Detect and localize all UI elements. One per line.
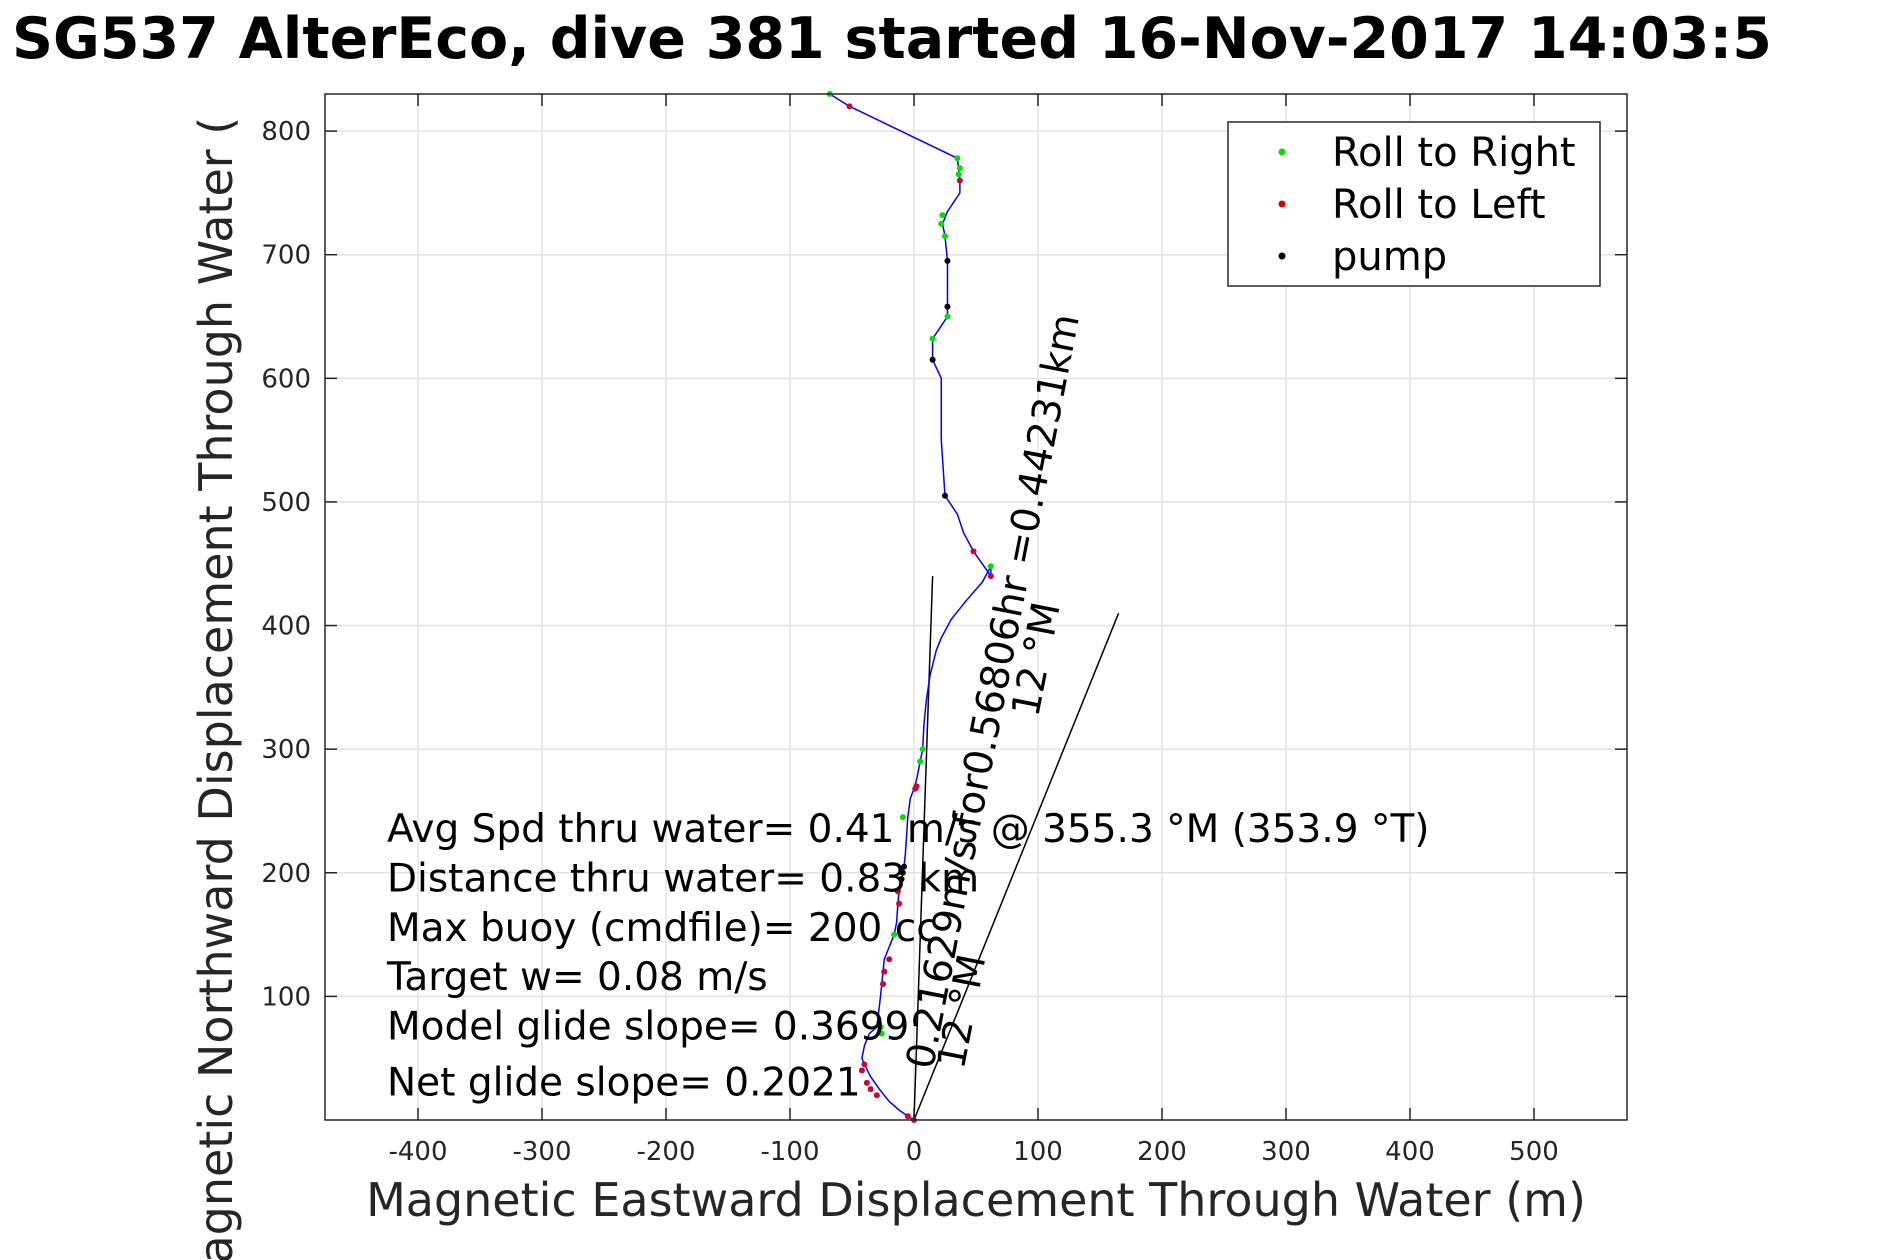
stats-annotation: Net glide slope= 0.2021 [387, 1060, 861, 1105]
stats-annotation: Avg Spd thru water= 0.41 m/s @ 355.3 °M … [387, 807, 1430, 852]
plot-frame [324, 93, 1628, 1121]
legend-marker [1278, 148, 1286, 156]
roll-to-right-point [917, 758, 924, 765]
y-tick-label: 200 [261, 859, 311, 889]
x-tick-label: 300 [1261, 1137, 1311, 1167]
y-tick-label: 500 [261, 488, 311, 518]
roll-to-right-point [955, 171, 962, 178]
legend: Roll to Right Roll to Left pump [1227, 121, 1601, 287]
pump-point [929, 356, 936, 363]
track-line [829, 93, 992, 1121]
legend-marker [1278, 200, 1286, 208]
legend-entry: pump [1332, 234, 1447, 280]
roll-to-left-point [881, 968, 888, 975]
stats-annotation: Distance thru water= 0.83 km [387, 856, 979, 901]
pump-point [901, 863, 908, 870]
roll-to-left-point [956, 177, 963, 184]
x-tick-label: 200 [1137, 1137, 1187, 1167]
roll-to-left-point [970, 548, 977, 555]
roll-to-left-point [913, 783, 920, 790]
roll-to-right-point [956, 165, 963, 172]
rotated-annotation: 0.21629m/s for0.56806hr =0.44231km [898, 310, 1089, 1072]
reference-line [913, 612, 1120, 1121]
legend-entry: Roll to Right [1332, 130, 1576, 176]
roll-to-left-point [896, 900, 903, 907]
y-tick-label: 700 [261, 241, 311, 271]
dive-track [829, 93, 992, 1121]
pump-point [899, 869, 906, 876]
chart-title: SG537 AlterEco, dive 381 started 16-Nov-… [12, 6, 1772, 72]
y-tick-label: 400 [261, 612, 311, 642]
roll-to-left-point [846, 103, 853, 110]
roll-to-left-point [880, 981, 886, 988]
roll-to-right-point [899, 814, 906, 821]
roll-to-left-point [867, 1086, 874, 1093]
roll-to-right-point [878, 1030, 885, 1037]
roll-to-right-point [944, 313, 951, 320]
roll-to-left-point [904, 1113, 911, 1120]
y-axis-label: Magnetic Northward Displacement Through … [189, 117, 243, 1260]
y-tick-label: 800 [261, 117, 311, 147]
roll-to-right-point [919, 746, 926, 753]
reference-lines [913, 576, 1120, 1121]
roll-to-right-point [938, 220, 945, 227]
roll-to-left-point [987, 573, 994, 580]
pump-point [944, 303, 951, 310]
roll-to-right-point [929, 335, 936, 342]
stats-annotation: Target w= 0.08 m/s [386, 955, 768, 1000]
x-axis-label: Magnetic Eastward Displacement Through W… [366, 1173, 1586, 1227]
x-tick-label: -100 [760, 1137, 819, 1167]
x-tick-label: 400 [1385, 1137, 1435, 1167]
x-tick-label: -300 [512, 1137, 571, 1167]
roll-to-right-point [939, 212, 946, 219]
legend-entry: Roll to Left [1332, 182, 1546, 228]
roll-to-right-point [877, 1024, 884, 1031]
stats-annotation: Model glide slope= 0.3699 [387, 1005, 909, 1050]
roll-to-left-point [861, 1061, 868, 1068]
roll-to-right-point [942, 233, 948, 240]
x-tick-label: 500 [1509, 1137, 1559, 1167]
roll-to-left-point [886, 956, 893, 963]
roll-to-left-point [858, 1067, 865, 1074]
y-tick-label: 300 [261, 735, 311, 765]
pump-point [942, 492, 948, 499]
legend-marker [1278, 252, 1286, 260]
roll-to-left-point [894, 888, 901, 895]
stats-annotation: Max buoy (cmdfile)= 200 cc [387, 906, 938, 951]
pump-point [944, 257, 951, 264]
roll-to-right-point [954, 155, 961, 162]
roll-to-right-point [987, 563, 994, 570]
roll-markers [826, 91, 994, 1123]
y-tick-label: 600 [261, 364, 311, 394]
roll-to-left-point [863, 1079, 870, 1086]
x-tick-label: -400 [388, 1137, 447, 1167]
legend-box [1227, 121, 1601, 287]
x-tick-label: 0 [906, 1137, 923, 1167]
axis-ticks: -400 -300 -200 -100 0 100 200 300 400 500 100 200 30… [261, 94, 1627, 1167]
reference-line [913, 576, 934, 1121]
y-tick-label: 100 [261, 982, 311, 1012]
x-tick-label: 100 [1013, 1137, 1063, 1167]
x-tick-label: -200 [636, 1137, 695, 1167]
roll-to-right-point [891, 931, 898, 938]
pump-point [898, 875, 905, 882]
roll-to-left-point [873, 1092, 880, 1099]
